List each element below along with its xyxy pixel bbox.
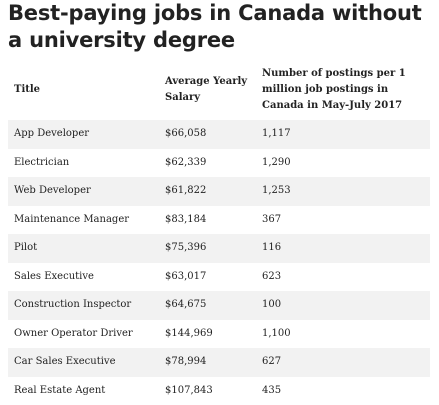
salary-cell: $63,017 [159, 263, 256, 292]
table-header-row: Title Average Yearly Salary Number of po… [8, 60, 430, 120]
salary-cell: $75,396 [159, 234, 256, 263]
postings-cell: 627 [256, 348, 430, 377]
salary-cell: $62,339 [159, 149, 256, 178]
postings-cell: 1,290 [256, 149, 430, 178]
table-row: App Developer $66,058 1,117 [8, 120, 430, 149]
salary-cell: $78,994 [159, 348, 256, 377]
table-row: Electrician $62,339 1,290 [8, 149, 430, 178]
jobs-table: Title Average Yearly Salary Number of po… [8, 60, 430, 405]
postings-cell: 623 [256, 263, 430, 292]
job-title-cell: Car Sales Executive [8, 348, 159, 377]
header-postings: Number of postings per 1 million job pos… [256, 60, 430, 120]
salary-cell: $144,969 [159, 320, 256, 349]
postings-cell: 1,253 [256, 177, 430, 206]
job-title-cell: Electrician [8, 149, 159, 178]
salary-cell: $64,675 [159, 291, 256, 320]
postings-cell: 116 [256, 234, 430, 263]
job-title-cell: Pilot [8, 234, 159, 263]
page-title: Best-paying jobs in Canada without a uni… [8, 0, 433, 54]
table-row: Car Sales Executive $78,994 627 [8, 348, 430, 377]
postings-cell: 367 [256, 206, 430, 235]
table-row: Owner Operator Driver $144,969 1,100 [8, 320, 430, 349]
job-title-cell: Sales Executive [8, 263, 159, 292]
salary-cell: $66,058 [159, 120, 256, 149]
job-title-cell: App Developer [8, 120, 159, 149]
postings-cell: 1,117 [256, 120, 430, 149]
postings-cell: 435 [256, 377, 430, 405]
postings-cell: 100 [256, 291, 430, 320]
salary-cell: $83,184 [159, 206, 256, 235]
job-title-cell: Web Developer [8, 177, 159, 206]
salary-cell: $61,822 [159, 177, 256, 206]
table-row: Maintenance Manager $83,184 367 [8, 206, 430, 235]
table-row: Construction Inspector $64,675 100 [8, 291, 430, 320]
table-row: Web Developer $61,822 1,253 [8, 177, 430, 206]
job-title-cell: Owner Operator Driver [8, 320, 159, 349]
job-title-cell: Construction Inspector [8, 291, 159, 320]
table-row: Pilot $75,396 116 [8, 234, 430, 263]
job-title-cell: Real Estate Agent [8, 377, 159, 405]
salary-cell: $107,843 [159, 377, 256, 405]
table-row: Sales Executive $63,017 623 [8, 263, 430, 292]
job-title-cell: Maintenance Manager [8, 206, 159, 235]
header-title: Title [8, 60, 159, 120]
postings-cell: 1,100 [256, 320, 430, 349]
header-average-salary: Average Yearly Salary [159, 60, 256, 120]
table-row: Real Estate Agent $107,843 435 [8, 377, 430, 405]
